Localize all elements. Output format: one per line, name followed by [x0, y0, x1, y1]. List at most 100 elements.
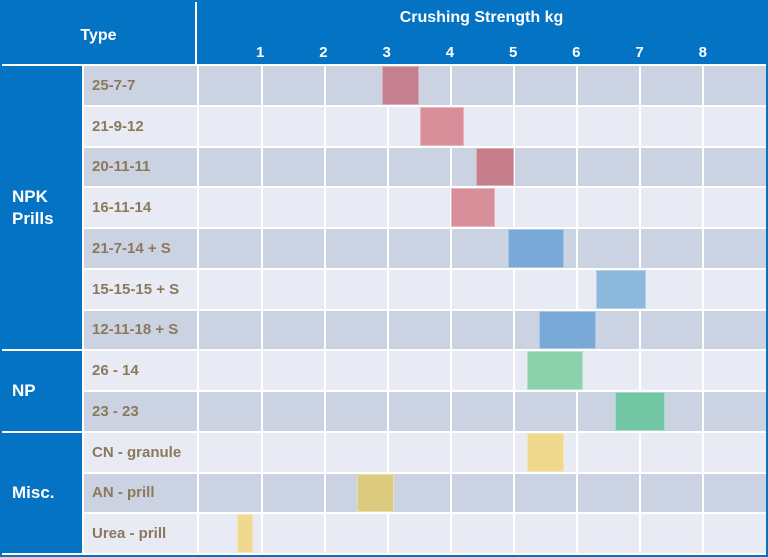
range-bar: [419, 106, 464, 146]
gridline: [701, 188, 704, 227]
row-label: Urea - prill: [92, 525, 167, 543]
gridline: [639, 473, 641, 513]
range-bar: [526, 432, 565, 472]
group-cell-npk-prills: NPK Prills: [2, 66, 82, 350]
chart-cell: [199, 514, 766, 553]
gridline: [386, 514, 389, 553]
axis-tick-label: 8: [698, 44, 707, 61]
axis-title: Crushing Strength kg: [399, 9, 564, 26]
row-label: 20-11-11: [92, 158, 151, 176]
gridline: [639, 229, 641, 268]
gridline: [639, 66, 641, 105]
gridline: [701, 269, 704, 309]
range-bar: [236, 514, 253, 553]
axis-tick-label: 3: [382, 44, 391, 61]
gridline: [323, 514, 326, 553]
gridline: [386, 392, 389, 431]
gridline: [701, 351, 704, 390]
gridline: [575, 392, 578, 431]
gridline: [701, 432, 704, 472]
gridline: [575, 147, 578, 187]
type-column-header: Type: [2, 2, 197, 64]
chart-cell: [199, 188, 766, 227]
gridline: [449, 269, 452, 309]
range-bar: [381, 66, 420, 105]
row-label-cell: 23 - 23: [84, 392, 197, 431]
gridline: [513, 473, 515, 513]
chart-cell: [199, 106, 766, 146]
gridline: [323, 147, 326, 187]
row-label: 23 - 23: [92, 402, 139, 420]
gridline: [449, 473, 452, 513]
gridline: [701, 473, 704, 513]
gridline: [386, 269, 389, 309]
row-label-cell: 21-7-14 + S: [84, 229, 197, 268]
range-bar: [451, 188, 496, 227]
gridline: [260, 514, 263, 553]
gridline: [575, 432, 578, 472]
gridline: [575, 269, 578, 309]
gridline: [386, 351, 389, 390]
body-grid: NPK Prills NP Misc. 25-7-7 21-9-12 20-11-1…: [2, 66, 766, 553]
gridline: [701, 229, 704, 268]
gridline: [513, 66, 515, 105]
table-header: Type Crushing Strength kg 1 2 3 4 5 6 7 8: [2, 2, 766, 66]
gridline: [701, 514, 704, 553]
chart-cell: [199, 351, 766, 390]
row-label: 12-11-18 + S: [92, 321, 179, 339]
gridline: [260, 229, 263, 268]
axis-tick-label: 2: [319, 44, 328, 61]
group-label: NPK Prills: [12, 187, 54, 228]
chart-cell: [199, 229, 766, 268]
gridline: [260, 392, 263, 431]
gridline: [639, 147, 641, 187]
gridline: [701, 106, 704, 146]
gridline: [260, 147, 263, 187]
gridline: [575, 229, 578, 268]
gridline: [449, 147, 452, 187]
group-label: NP: [12, 381, 36, 401]
gridline: [513, 147, 515, 187]
gridline: [701, 66, 704, 105]
gridline: [701, 310, 704, 350]
gridline: [513, 106, 515, 146]
gridline: [323, 229, 326, 268]
gridline: [260, 351, 263, 390]
gridline: [323, 188, 326, 227]
gridline: [386, 188, 389, 227]
range-bar: [476, 147, 514, 187]
gridline: [639, 432, 641, 472]
gridline: [260, 106, 263, 146]
range-bar: [539, 310, 596, 350]
gridline: [260, 188, 263, 227]
gridline: [323, 432, 326, 472]
row-label-cell: 15-15-15 + S: [84, 269, 197, 309]
group-label: Misc.: [12, 483, 55, 503]
gridline: [323, 351, 326, 390]
range-bar: [614, 392, 666, 431]
gridline: [449, 66, 452, 105]
gridline: [386, 432, 389, 472]
row-label-cell: 12-11-18 + S: [84, 310, 197, 350]
row-label-cell: CN - granule: [84, 432, 197, 472]
gridline: [323, 392, 326, 431]
gridline: [386, 229, 389, 268]
chart-cell: [199, 310, 766, 350]
gridline: [513, 310, 515, 350]
gridline: [449, 432, 452, 472]
gridline: [449, 310, 452, 350]
gridline: [513, 188, 515, 227]
row-label: 21-7-14 + S: [92, 239, 171, 257]
axis-tick-label: 7: [635, 44, 644, 61]
chart-cell: [199, 147, 766, 187]
row-label-cell: 21-9-12: [84, 106, 197, 146]
gridline: [323, 66, 326, 105]
gridline: [323, 106, 326, 146]
gridline: [323, 269, 326, 309]
gridline: [260, 269, 263, 309]
axis-ticks: 1 2 3 4 5 6 7 8: [197, 2, 766, 64]
gridline: [575, 188, 578, 227]
gridline: [449, 229, 452, 268]
row-label: 15-15-15 + S: [92, 280, 180, 298]
gridline: [701, 147, 704, 187]
